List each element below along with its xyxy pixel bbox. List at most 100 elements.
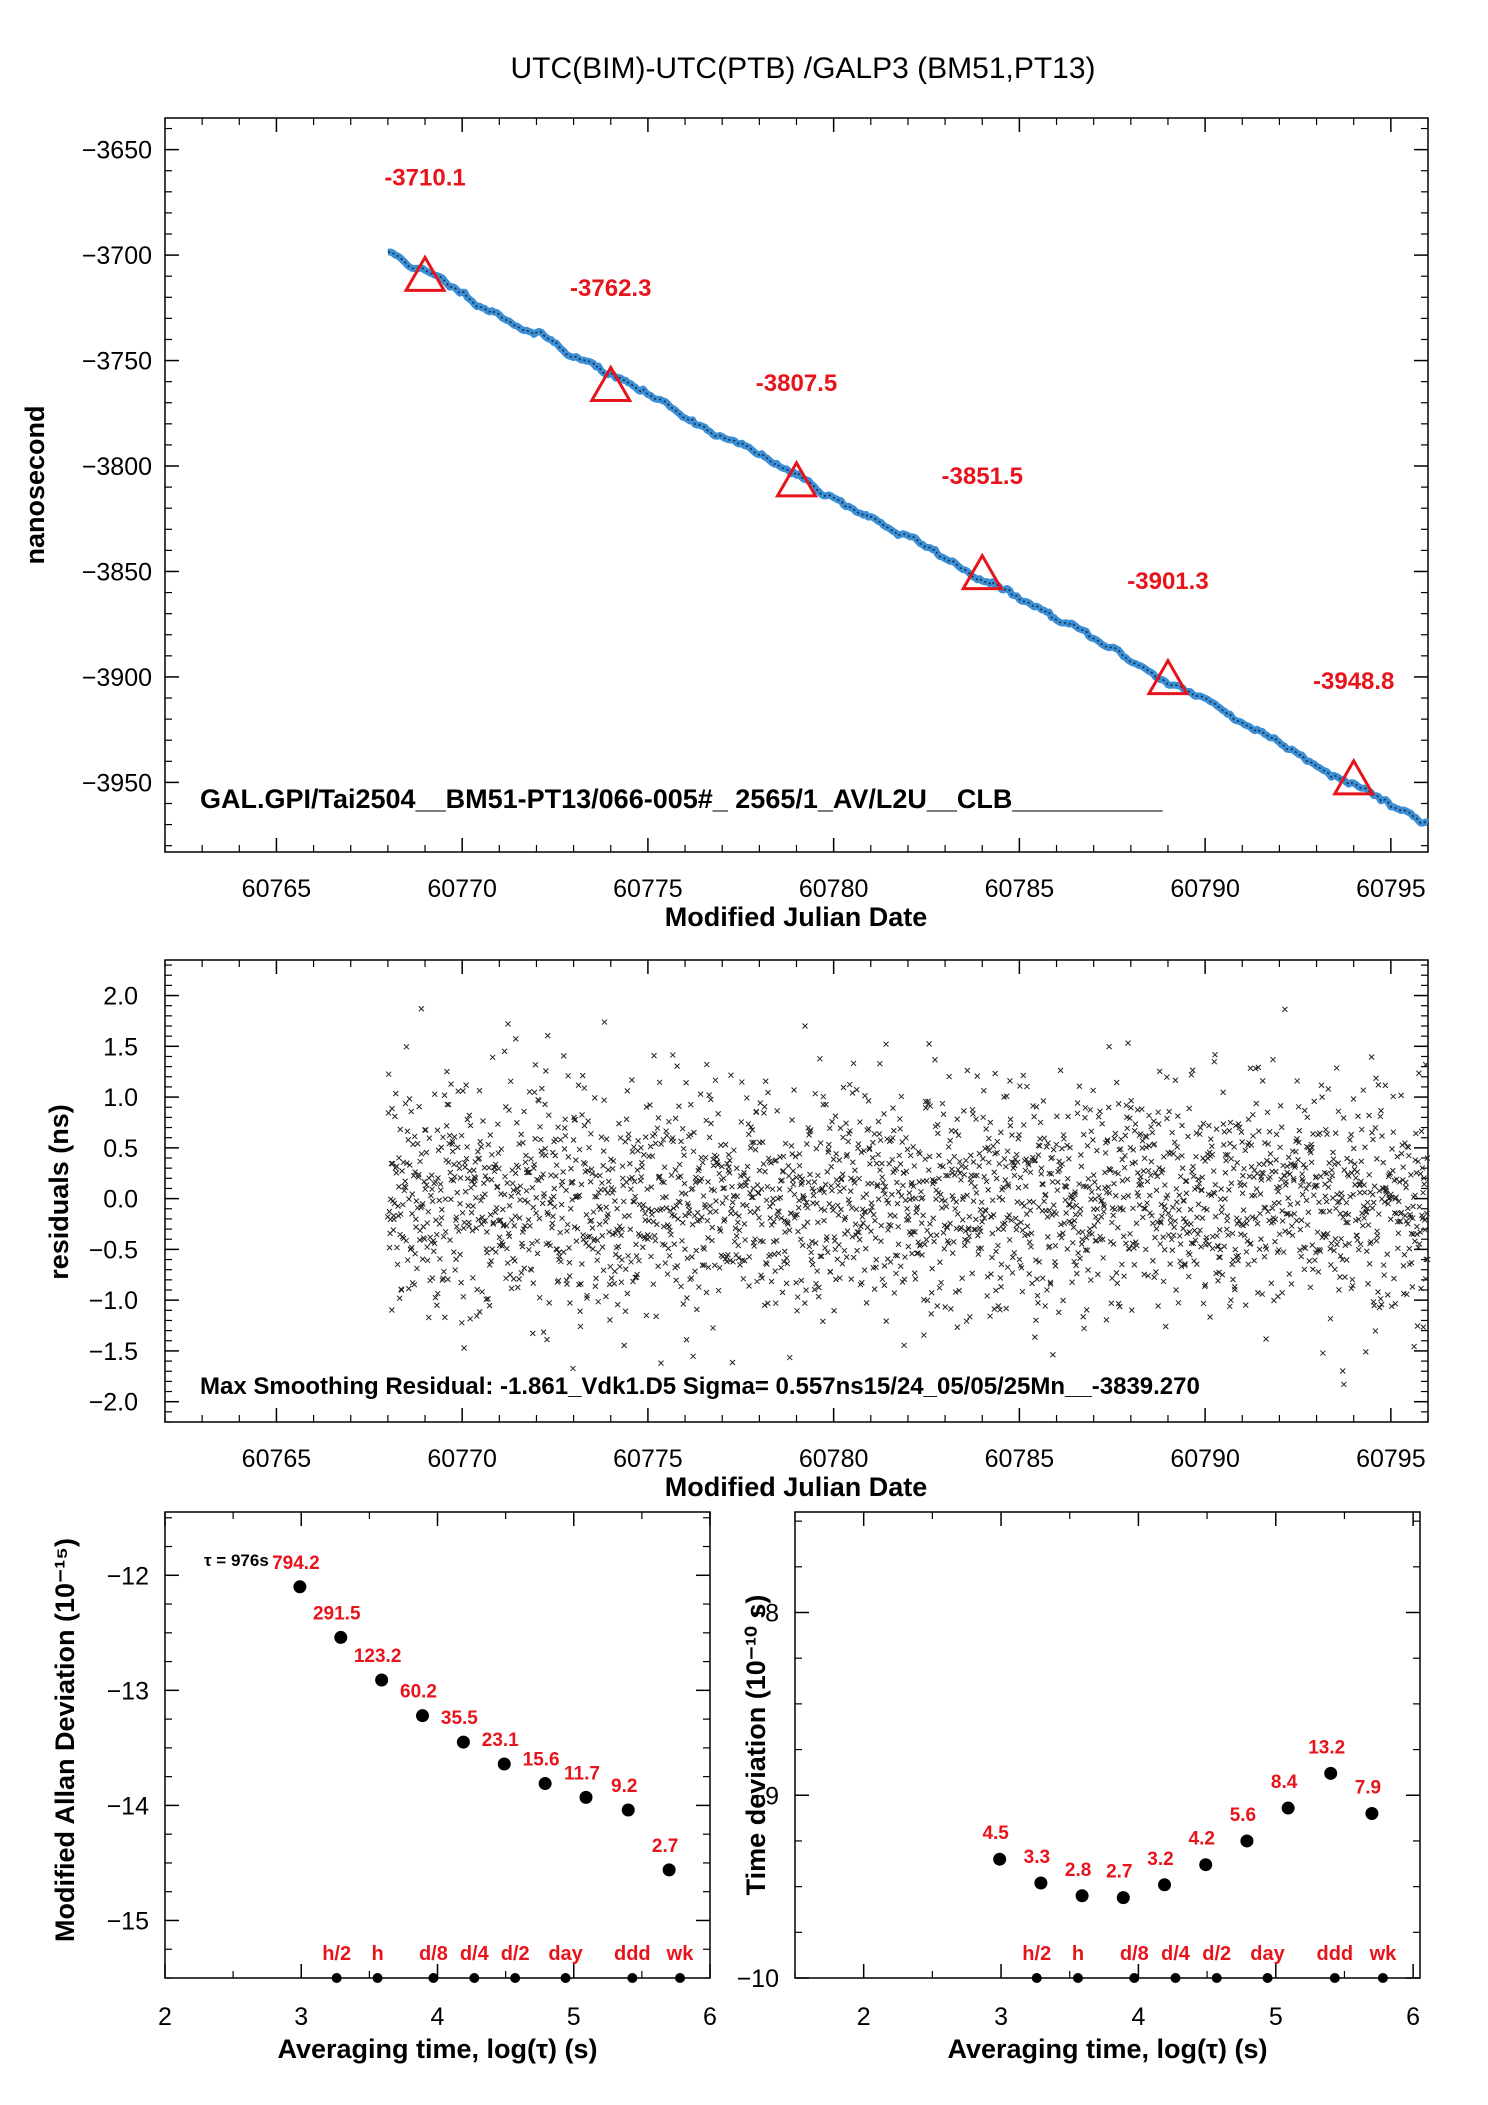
residual-point <box>564 1281 570 1287</box>
residual-point <box>844 1151 850 1158</box>
residual-point <box>499 1206 506 1213</box>
residual-point <box>555 1124 561 1131</box>
residual-point <box>390 1227 397 1233</box>
residual-point <box>1131 1261 1138 1268</box>
residual-point <box>1097 1108 1103 1115</box>
residual-point <box>550 1213 556 1220</box>
residual-point <box>496 1234 503 1241</box>
residual-point <box>926 1040 932 1047</box>
residual-point <box>639 1244 646 1251</box>
residual-point <box>816 1055 823 1062</box>
residual-point <box>1139 1214 1146 1221</box>
residual-point <box>447 1169 454 1176</box>
residual-point <box>1170 1232 1177 1239</box>
residual-point <box>1290 1175 1297 1182</box>
residual-point <box>542 1068 549 1074</box>
residual-point <box>1308 1144 1315 1151</box>
residual-point <box>409 1210 415 1217</box>
residual-point <box>970 1159 977 1165</box>
residual-point <box>849 1090 856 1096</box>
residual-point <box>1366 1112 1372 1119</box>
residual-point <box>983 1207 989 1214</box>
residual-point <box>1403 1184 1409 1191</box>
residual-point <box>1031 1334 1038 1341</box>
residual-point <box>609 1189 616 1196</box>
x-tick-label: 2 <box>158 2003 172 2031</box>
marker-value-label: -3710.1 <box>384 165 465 192</box>
residual-point <box>973 1190 980 1196</box>
residual-point <box>1284 1163 1290 1170</box>
residual-point <box>1283 1178 1289 1185</box>
y-axis-label: Modified Allan Deviation (10⁻¹⁵) <box>50 1538 80 1942</box>
residual-point <box>442 1228 449 1235</box>
residual-point <box>795 1228 801 1235</box>
residual-point <box>487 1132 494 1138</box>
residual-point <box>424 1244 430 1250</box>
time-marker-label: ddd <box>1317 1943 1354 1965</box>
residual-point <box>1082 1247 1089 1253</box>
residual-point <box>1239 1190 1246 1197</box>
residual-point <box>385 1110 392 1116</box>
residual-point <box>596 1203 603 1210</box>
residual-point <box>1137 1174 1144 1180</box>
residual-point <box>1122 1132 1129 1139</box>
residual-point <box>1409 1215 1416 1221</box>
residual-point <box>895 1188 902 1195</box>
residual-point <box>1083 1307 1090 1313</box>
residual-point <box>770 1195 777 1202</box>
residual-point <box>570 1365 576 1372</box>
residual-point <box>1284 1169 1291 1176</box>
residual-point <box>522 1159 529 1166</box>
residual-point <box>791 1087 797 1093</box>
residual-point <box>1337 1210 1344 1217</box>
residual-point <box>755 1189 762 1196</box>
residual-point <box>814 1268 821 1274</box>
residual-point <box>1044 1233 1051 1240</box>
residual-point <box>778 1264 784 1271</box>
residual-point <box>1123 1102 1130 1109</box>
residual-point <box>838 1206 844 1213</box>
residual-point <box>1126 1246 1133 1252</box>
residual-point <box>591 1235 598 1242</box>
residual-point <box>690 1148 697 1155</box>
residual-point <box>1227 1119 1234 1126</box>
residual-point <box>663 1205 670 1211</box>
residual-point <box>534 1250 541 1257</box>
residual-point <box>391 1200 398 1207</box>
residual-point <box>867 1208 874 1214</box>
residual-point <box>797 1236 804 1243</box>
residual-point <box>516 1276 522 1282</box>
residual-point <box>1177 1258 1184 1265</box>
residual-point <box>1273 1131 1280 1138</box>
residual-point <box>1123 1240 1129 1247</box>
residual-point <box>1340 1115 1347 1121</box>
residual-point <box>901 1342 907 1349</box>
residual-point <box>796 1162 803 1169</box>
residual-point <box>1389 1167 1396 1174</box>
residual-point <box>1349 1282 1356 1289</box>
residual-point <box>654 1221 660 1228</box>
residual-point <box>562 1132 569 1139</box>
residual-point <box>726 1157 733 1164</box>
residual-point <box>1303 1185 1310 1192</box>
residual-point <box>785 1163 792 1169</box>
residual-point <box>1207 1136 1214 1142</box>
residual-point <box>767 1203 773 1210</box>
residual-point <box>916 1150 923 1157</box>
triangle-marker <box>1146 657 1190 696</box>
residual-point <box>729 1199 736 1206</box>
residual-point <box>581 1122 588 1129</box>
residual-point <box>1177 1173 1184 1180</box>
residual-point <box>1088 1189 1095 1195</box>
residual-point <box>1124 1125 1131 1132</box>
residual-point <box>830 1207 836 1214</box>
residual-point <box>568 1165 574 1172</box>
residual-point <box>1161 1246 1168 1253</box>
residual-point <box>682 1212 688 1219</box>
residual-point <box>669 1052 676 1058</box>
residual-point <box>1041 1135 1048 1142</box>
residual-point <box>1157 1218 1164 1225</box>
residual-point <box>859 1213 866 1220</box>
residual-point <box>1188 1071 1195 1078</box>
residual-point <box>400 1159 407 1166</box>
